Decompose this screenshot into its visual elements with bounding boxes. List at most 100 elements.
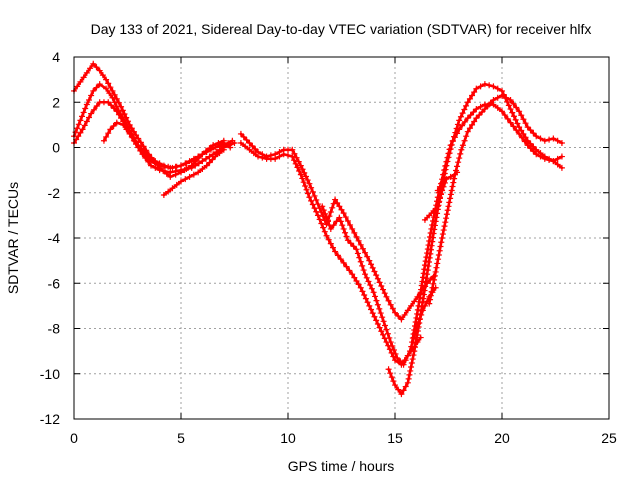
interpolated-markers [74, 83, 81, 90]
data-point [160, 162, 167, 169]
data-point [203, 162, 210, 169]
interpolated-markers [106, 90, 113, 97]
interpolated-markers [334, 252, 344, 263]
data-point [88, 110, 95, 117]
data-point [289, 146, 296, 153]
interpolated-markers [138, 145, 147, 155]
interpolated-markers [192, 155, 202, 165]
data-point [507, 119, 514, 126]
data-point [541, 155, 548, 162]
interpolated-markers [439, 207, 451, 238]
interpolated-markers [554, 155, 561, 162]
interpolated-markers [400, 383, 409, 394]
data-point [83, 101, 90, 108]
data-point [374, 275, 381, 282]
data-point [160, 192, 167, 199]
data-point [344, 237, 351, 244]
data-point [499, 92, 505, 99]
x-tick-label: 10 [280, 430, 296, 446]
data-point [90, 87, 97, 94]
interpolated-markers [190, 155, 197, 162]
x-tick-label: 25 [601, 430, 617, 446]
interpolated-markers [351, 274, 362, 288]
interpolated-markers [442, 146, 453, 169]
interpolated-markers [509, 109, 521, 127]
data-point [100, 137, 107, 144]
data-point [357, 241, 364, 248]
data-point [392, 382, 398, 389]
data-point [490, 83, 497, 90]
interpolated-markers [216, 150, 223, 157]
interpolated-markers [165, 188, 172, 195]
y-tick-label: 4 [52, 49, 60, 65]
data-point [516, 130, 523, 137]
x-tick-label: 20 [494, 430, 510, 446]
data-point [558, 164, 565, 171]
data-point [524, 142, 531, 149]
data-point [516, 124, 523, 131]
data-point [314, 201, 321, 208]
interpolated-markers [290, 157, 303, 175]
interpolated-markers [250, 150, 257, 157]
interpolated-markers [299, 175, 311, 197]
interpolated-markers [215, 139, 222, 146]
interpolated-markers [385, 342, 397, 360]
interpolated-markers [93, 84, 100, 91]
interpolated-markers [119, 107, 131, 125]
data-point [109, 87, 116, 94]
data-point [507, 96, 514, 103]
interpolated-markers [337, 218, 350, 240]
interpolated-markers [466, 118, 478, 132]
interpolated-markers [173, 163, 180, 170]
interpolated-markers [110, 123, 117, 130]
interpolated-markers [359, 245, 371, 260]
data-point [428, 225, 435, 232]
interpolated-markers [359, 288, 371, 306]
data-point [507, 106, 514, 113]
data-point [398, 316, 405, 323]
series-trace-11 [426, 92, 565, 307]
interpolated-markers [368, 306, 380, 324]
data-point [426, 300, 433, 307]
y-tick-label: 2 [52, 94, 60, 110]
data-point [169, 164, 176, 171]
data-point [541, 137, 548, 144]
data-point [135, 135, 142, 142]
data-point [107, 126, 114, 133]
interpolated-markers [173, 181, 180, 188]
data-point [349, 271, 356, 278]
interpolated-markers [405, 352, 417, 382]
data-point [398, 391, 405, 398]
interpolated-markers [363, 274, 375, 292]
data-point [464, 128, 471, 135]
data-point [178, 162, 184, 169]
data-point [445, 203, 452, 210]
interpolated-markers [457, 102, 470, 120]
interpolated-markers [351, 229, 362, 244]
data-point [178, 178, 184, 185]
data-point [353, 246, 360, 253]
interpolated-markers [128, 125, 140, 139]
data-point [464, 99, 471, 106]
interpolated-markers [527, 127, 537, 137]
interpolated-markers [411, 315, 423, 351]
data-point [558, 139, 565, 146]
interpolated-markers [192, 160, 202, 169]
interpolated-markers [459, 133, 470, 149]
data-point [533, 133, 540, 140]
interpolated-markers [397, 358, 404, 365]
data-point [113, 119, 120, 126]
data-point [186, 158, 193, 165]
interpolated-markers [111, 99, 120, 110]
interpolated-markers [389, 343, 399, 357]
interpolated-markers [202, 153, 213, 162]
interpolated-markers [330, 218, 340, 229]
data-point [280, 151, 287, 158]
data-point [148, 162, 155, 169]
interpolated-markers [182, 176, 189, 183]
interpolated-markers [527, 140, 537, 150]
interpolated-markers [111, 91, 122, 106]
interpolated-markers [510, 123, 520, 134]
interpolated-markers [103, 130, 112, 140]
data-point [394, 354, 401, 361]
